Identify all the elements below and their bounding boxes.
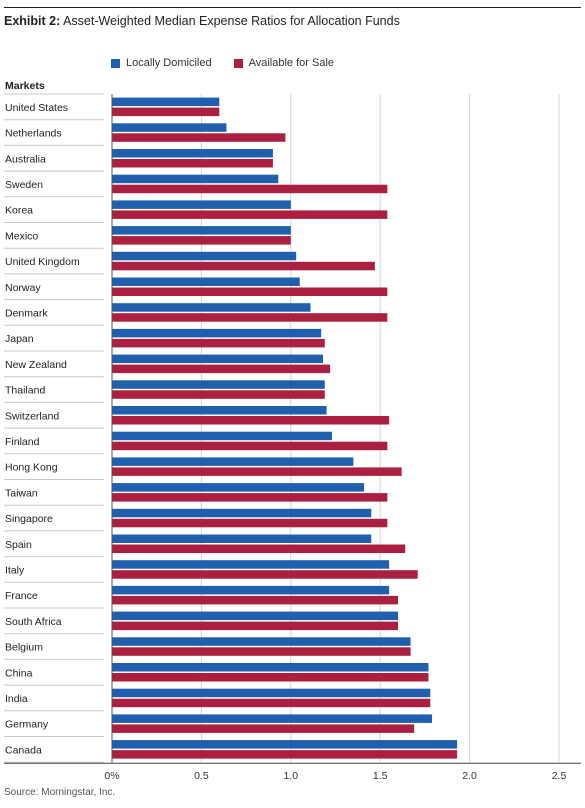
x-tick-label: 1.5 [373,770,388,782]
bar-locally-domiciled [112,714,433,723]
exhibit-title-text: Asset-Weighted Median Expense Ratios for… [63,14,400,28]
x-tick-label: 2.0 [462,770,477,782]
category-label: Finland [5,436,40,448]
bar-available-for-sale [112,338,325,348]
category-label: India [5,693,28,705]
category-label: Netherlands [5,128,62,140]
bar-locally-domiciled [112,585,390,595]
category-label: Belgium [5,642,43,654]
bar-locally-domiciled [112,174,279,184]
bar-locally-domiciled [112,251,297,261]
bar-available-for-sale [112,107,220,117]
bar-locally-domiciled [112,149,273,158]
category-label: United States [5,102,68,114]
bar-locally-domiciled [112,277,300,286]
category-label: Singapore [5,513,53,525]
bar-available-for-sale [112,621,399,631]
category-label: Australia [5,153,46,165]
category-label: Taiwan [5,487,38,499]
bar-available-for-sale [112,390,325,399]
category-label: Italy [5,564,25,576]
bar-available-for-sale [112,210,388,219]
bar-locally-domiciled [112,406,327,415]
bar-available-for-sale [112,673,429,682]
legend-swatch-local [111,58,120,68]
bar-locally-domiciled [112,688,431,698]
category-label: Sweden [5,179,43,191]
bar-locally-domiciled [112,740,458,749]
bar-available-for-sale [112,236,291,245]
bar-available-for-sale [112,518,388,528]
category-label: Hong Kong [5,462,58,474]
bar-available-for-sale [112,159,273,168]
bar-locally-domiciled [112,303,311,312]
category-label: Mexico [5,230,38,242]
bar-available-for-sale [112,595,399,605]
bar-available-for-sale [112,698,431,708]
bar-available-for-sale [112,647,411,656]
bar-locally-domiciled [112,380,325,389]
bar-locally-domiciled [112,123,227,132]
x-tick-label: 0.5 [194,770,209,782]
category-label: China [5,667,33,679]
x-tick-label: 2.5 [552,770,567,782]
bar-locally-domiciled [112,560,390,569]
legend-item-local: Locally Domiciled [111,57,212,69]
bar-available-for-sale [112,184,388,194]
bar-locally-domiciled [112,637,411,646]
category-label: Japan [5,333,34,345]
bar-locally-domiciled [112,328,322,338]
bar-available-for-sale [112,287,388,296]
category-label: New Zealand [5,359,67,371]
bar-available-for-sale [112,441,388,451]
bar-available-for-sale [112,261,375,271]
bar-available-for-sale [112,724,415,733]
bar-available-for-sale [112,133,286,142]
bar-locally-domiciled [112,483,365,492]
legend-label-local: Locally Domiciled [126,57,212,69]
category-label: Thailand [5,385,45,397]
category-label: United Kingdom [5,256,80,268]
exhibit-number: Exhibit 2: [4,14,61,28]
top-rule [4,7,581,8]
source-note: Source: Morningstar, Inc. [4,787,116,798]
legend-item-available: Available for Sale [233,57,334,69]
bar-locally-domiciled [112,354,323,364]
category-label: Korea [5,205,33,217]
bar-available-for-sale [112,544,406,553]
category-label: Norway [5,282,41,294]
bar-locally-domiciled [112,200,291,209]
bar-locally-domiciled [112,97,220,107]
category-label: Canada [5,744,42,756]
category-label: Switzerland [5,410,59,422]
exhibit-title: Exhibit 2: Asset-Weighted Median Expense… [4,14,400,28]
bar-locally-domiciled [112,431,332,441]
bar-locally-domiciled [112,663,429,672]
category-label: Denmark [5,307,48,319]
bar-available-for-sale [112,570,418,579]
bar-available-for-sale [112,313,388,322]
bar-locally-domiciled [112,508,372,518]
x-tick-label: 0% [104,770,119,782]
bar-locally-domiciled [112,457,354,466]
bar-locally-domiciled [112,226,291,235]
category-label: Germany [5,719,49,731]
legend-label-available: Available for Sale [248,57,334,69]
bar-available-for-sale [112,467,402,476]
category-label: South Africa [5,616,62,628]
bar-available-for-sale [112,416,390,425]
bar-locally-domiciled [112,611,399,621]
legend-swatch-available [233,58,243,68]
chart-legend: Locally Domiciled Available for Sale [111,57,356,69]
x-tick-label: 1.0 [283,770,298,782]
category-header: Markets [5,80,45,92]
bar-available-for-sale [112,750,458,759]
bar-available-for-sale [112,493,388,502]
category-label: France [5,590,38,602]
bar-locally-domiciled [112,534,372,543]
bar-available-for-sale [112,364,331,374]
category-label: Spain [5,539,32,551]
